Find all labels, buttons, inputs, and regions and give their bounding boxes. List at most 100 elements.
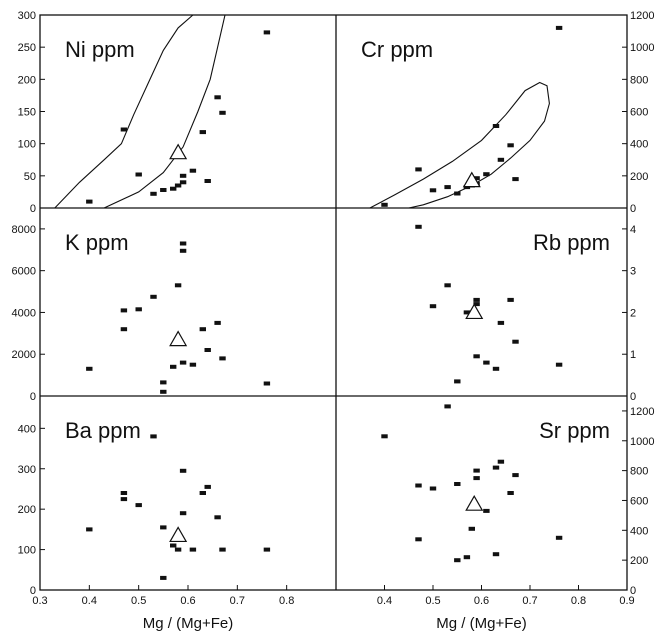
sr-x-tick-label: 0.9 (619, 595, 634, 607)
k-data-point (263, 381, 271, 386)
rb-data-point (473, 302, 480, 307)
sr-y-tick-label: 1200 (630, 406, 654, 418)
sr-y-tick-label: 0 (630, 585, 636, 597)
ba-data-point (120, 497, 128, 502)
k-y-tick-label: 4000 (12, 307, 36, 319)
k-data-point (179, 360, 187, 365)
ba-data-point (174, 547, 182, 552)
sr-data-point (555, 535, 563, 540)
cr-data-point (444, 185, 451, 190)
sr-x-tick-label: 0.8 (571, 595, 586, 607)
ni-panel-title: Ni ppm (65, 37, 135, 62)
ba-data-point (179, 468, 187, 473)
ni-data-point (160, 188, 167, 192)
ba-y-tick-label: 400 (18, 423, 36, 435)
sr-y-tick-label: 200 (630, 555, 648, 567)
k-data-point (160, 380, 167, 385)
ba-data-point (160, 575, 167, 580)
ba-panel-title: Ba ppm (65, 418, 141, 443)
ni-data-point (179, 180, 187, 185)
chart-text: 0 50 100 150 200 250 300 Ni ppm 0 200 400 600 800 100… (12, 10, 655, 632)
ba-x-tick-label: 0.8 (279, 595, 294, 607)
k-data-point (204, 348, 211, 352)
rb-panel-title: Rb ppm (533, 230, 610, 255)
ni-data-point (170, 186, 177, 191)
ni-y-tick-label: 150 (18, 107, 36, 119)
rb-data-point (497, 320, 505, 325)
k-data-point (170, 364, 177, 369)
cr-y-tick-label: 800 (630, 74, 648, 86)
ni-data-point (214, 95, 221, 100)
sr-data-point (473, 476, 480, 481)
sr-data-point (415, 537, 422, 542)
ba-x-axis-title: Mg / (Mg+Fe) (143, 615, 233, 632)
ba-data-point (150, 434, 157, 439)
ba-y-tick-label: 100 (18, 545, 36, 557)
k-y-tick-label: 6000 (12, 266, 36, 278)
ni-y-tick-label: 200 (18, 74, 36, 86)
cr-y-tick-label: 200 (630, 171, 648, 183)
sr-data-point (492, 465, 500, 470)
ni-data-point (174, 183, 182, 188)
cr-mean-triangle (462, 171, 481, 188)
sr-mean-triangle (465, 494, 484, 511)
cr-field-curve (369, 81, 550, 209)
ni-field-curve (103, 14, 226, 209)
ni-y-tick-label: 50 (24, 171, 36, 183)
ni-y-tick-label: 100 (18, 139, 36, 151)
cr-data-point (415, 167, 422, 172)
k-data-point (214, 320, 221, 325)
sr-data-point (497, 459, 505, 464)
rb-data-point (507, 297, 514, 302)
ba-data-point (160, 525, 167, 530)
cr-data-point (473, 176, 480, 181)
rb-y-tick-label: 3 (630, 266, 636, 278)
rb-y-tick-label: 0 (630, 391, 636, 403)
ba-x-tick-label: 0.5 (131, 595, 146, 607)
cr-data-point (507, 143, 514, 148)
ba-data-point (120, 491, 128, 495)
rb-data-point (454, 379, 461, 384)
rb-mean-triangle (465, 303, 484, 320)
cr-data-point (381, 202, 388, 207)
k-data-point (150, 294, 157, 299)
ba-x-tick-label: 0.7 (230, 595, 245, 607)
sr-data-point (463, 555, 471, 560)
ni-y-tick-label: 250 (18, 42, 36, 54)
ba-data-point (170, 543, 177, 548)
rb-y-tick-label: 2 (630, 307, 636, 319)
sr-y-tick-label: 1000 (630, 436, 654, 448)
sr-data-point (492, 552, 500, 557)
rb-data-point (473, 297, 480, 302)
ba-data-point (86, 527, 93, 532)
plot-frame (39, 14, 628, 591)
rb-data-point (473, 354, 480, 359)
sr-x-tick-label: 0.5 (425, 595, 440, 607)
ba-data-point (199, 491, 206, 495)
k-mean-triangle (169, 330, 188, 347)
k-data-point (179, 248, 187, 253)
sr-x-tick-label: 0.4 (377, 595, 392, 607)
rb-data-point (555, 362, 563, 367)
sr-data-point (473, 468, 480, 473)
cr-y-tick-label: 1200 (630, 10, 654, 22)
ba-x-tick-label: 0.4 (82, 595, 97, 607)
ni-y-tick-label: 300 (18, 10, 36, 22)
sr-y-tick-label: 600 (630, 495, 648, 507)
rb-data-point (429, 304, 437, 309)
cr-y-tick-label: 400 (630, 139, 648, 151)
cr-data-point (497, 157, 505, 162)
ni-data-point (263, 30, 271, 35)
rb-data-point (483, 360, 490, 365)
rb-data-point (512, 339, 519, 344)
sr-y-tick-label: 800 (630, 466, 648, 478)
rb-y-tick-label: 1 (630, 349, 636, 361)
cr-data-point (454, 191, 461, 196)
k-data-point (219, 356, 226, 361)
ni-data-point (219, 110, 226, 115)
sr-y-tick-label: 400 (630, 525, 648, 537)
ni-field-curve (54, 14, 194, 209)
k-data-point (179, 241, 187, 246)
cr-y-tick-label: 600 (630, 107, 648, 119)
cr-data-point (512, 177, 519, 182)
